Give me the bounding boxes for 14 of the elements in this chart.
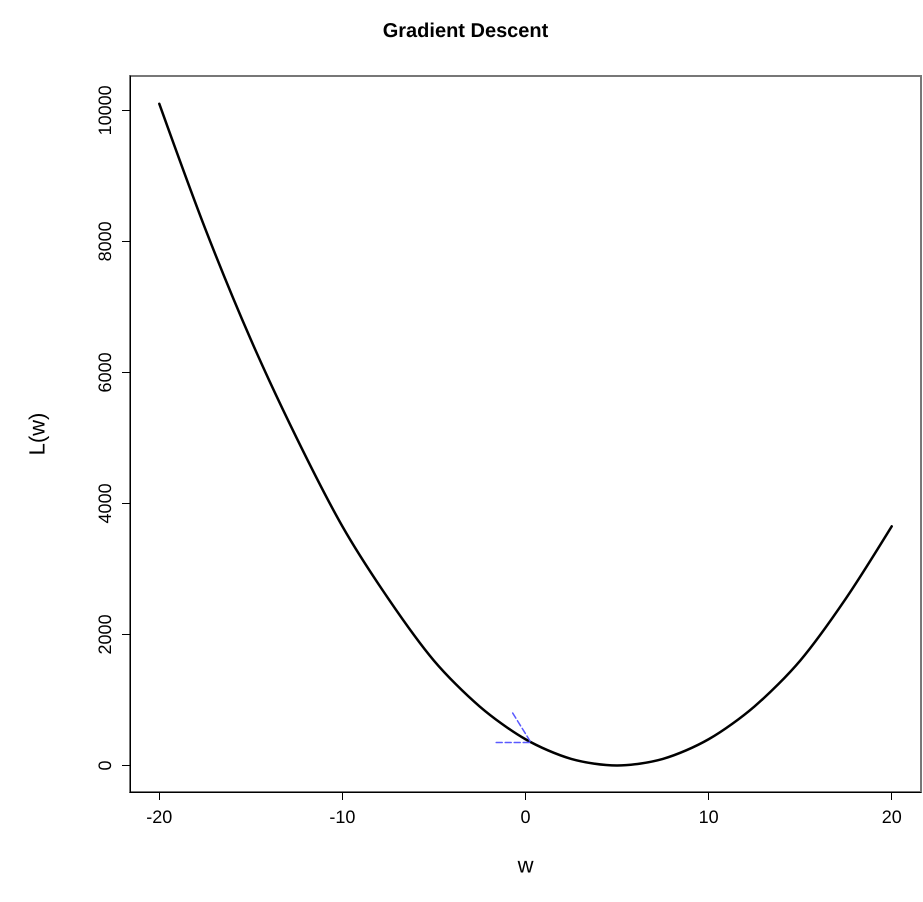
x-tick-label: 0 <box>520 807 531 827</box>
y-tick-label: 6000 <box>95 352 115 392</box>
y-tick-label: 2000 <box>95 614 115 654</box>
x-tick-label: -10 <box>329 807 356 827</box>
y-tick-label: 8000 <box>95 221 115 262</box>
y-tick-label: 0 <box>95 760 115 770</box>
x-axis-title: w <box>516 852 534 878</box>
y-tick-label: 10000 <box>95 85 115 136</box>
x-tick-label: 20 <box>882 807 902 827</box>
x-tick-label: -20 <box>146 807 172 827</box>
y-axis-title: L(w) <box>24 412 50 456</box>
y-tick-label: 4000 <box>95 483 115 524</box>
chart-title: Gradient Descent <box>382 20 549 42</box>
x-tick-label: 10 <box>698 807 719 827</box>
